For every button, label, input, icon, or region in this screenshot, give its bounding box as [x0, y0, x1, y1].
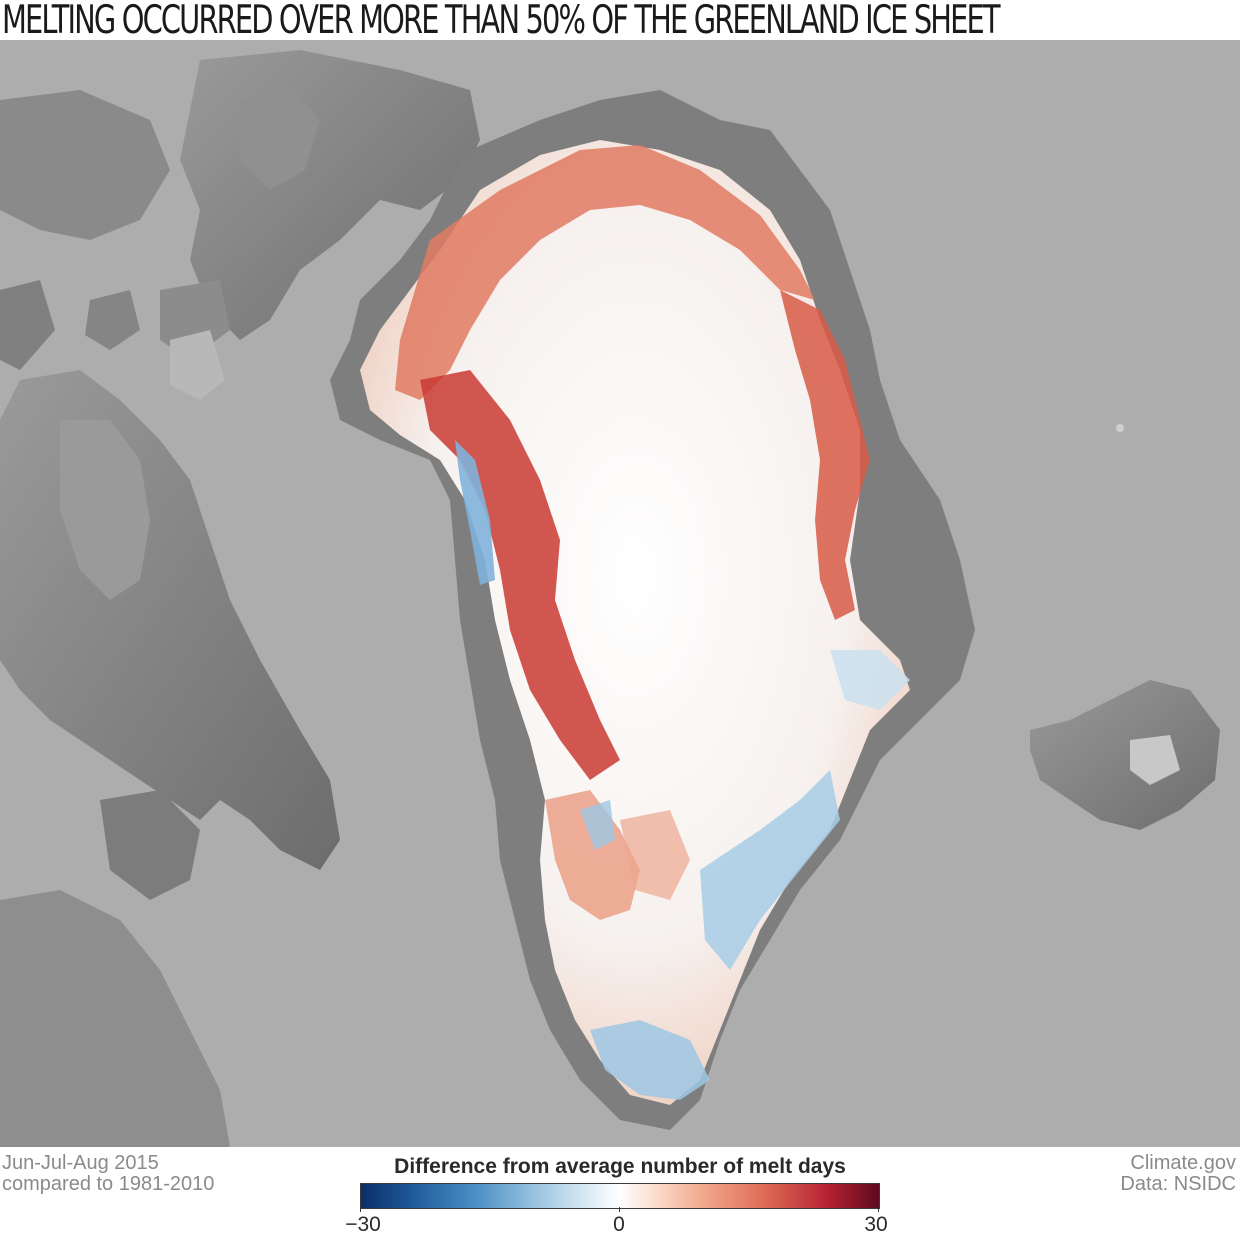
- page-title: MELTING OCCURRED OVER MORE THAN 50% OF T…: [2, 0, 1001, 43]
- legend-colorbar: [360, 1183, 880, 1209]
- iceland: [1030, 680, 1220, 830]
- season-line-2: compared to 1981-2010: [2, 1173, 215, 1195]
- below-avg-south-central: [580, 800, 615, 850]
- below-avg-west-coast: [455, 440, 495, 585]
- credit-line-2: Data: NSIDC: [1120, 1173, 1236, 1195]
- legend-tick-max: [878, 1207, 879, 1212]
- baffin-island: [0, 370, 340, 870]
- devon-island: [0, 90, 170, 240]
- small-island-4: [0, 280, 55, 370]
- baffin-highland: [60, 420, 150, 600]
- title-bar: MELTING OCCURRED OVER MORE THAN 50% OF T…: [0, 0, 1240, 43]
- season-caption: Jun-Jul-Aug 2015 compared to 1981-2010: [2, 1153, 214, 1195]
- map-canvas: [0, 50, 1220, 1147]
- baffin-southeast: [100, 790, 200, 900]
- credit-caption: Climate.gov Data: NSIDC: [1120, 1153, 1236, 1195]
- below-avg-east-coast: [830, 650, 910, 710]
- melt-band-southwest: [545, 790, 640, 920]
- baffin-south: [0, 890, 230, 1147]
- melt-band-northeast: [780, 290, 870, 620]
- small-island-2: [170, 330, 225, 400]
- legend-mid-label: 0: [613, 1213, 625, 1236]
- credit-line-1: Climate.gov: [1130, 1152, 1236, 1174]
- footer: Jun-Jul-Aug 2015 compared to 1981-2010 D…: [0, 1147, 1240, 1240]
- below-avg-south: [590, 1020, 710, 1100]
- iceland-glacier: [1130, 735, 1180, 785]
- legend-tick-mid: [619, 1207, 620, 1212]
- legend-tick-min: [360, 1207, 361, 1212]
- greenland-melt-map: [0, 40, 1240, 1147]
- below-avg-southeast: [700, 770, 840, 970]
- melt-patch-central-south: [620, 810, 690, 900]
- axel-heiberg-island: [240, 85, 320, 190]
- legend-title: Difference from average number of melt d…: [394, 1155, 846, 1178]
- jan-mayen-dot: [1116, 424, 1124, 432]
- melt-band-northwest: [395, 145, 815, 400]
- season-line-1: Jun-Jul-Aug 2015: [2, 1152, 159, 1174]
- legend-min-label: −30: [345, 1213, 381, 1236]
- small-island-3: [85, 290, 140, 350]
- legend-max-label: 30: [864, 1213, 888, 1236]
